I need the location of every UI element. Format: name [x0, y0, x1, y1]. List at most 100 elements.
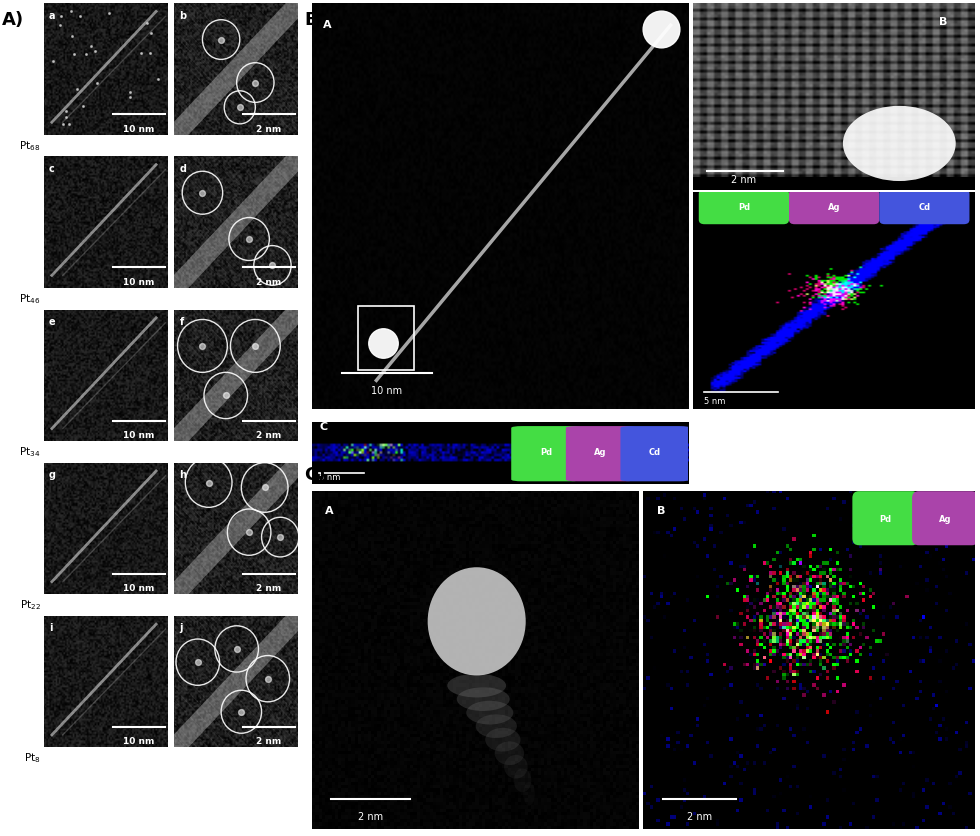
Text: Pt$_{22}$: Pt$_{22}$	[20, 598, 40, 611]
Point	[53, 11, 69, 24]
Text: B): B)	[304, 11, 326, 29]
Ellipse shape	[843, 107, 956, 181]
Text: 2 nm: 2 nm	[257, 278, 281, 287]
Point	[78, 48, 94, 62]
Point	[89, 77, 105, 90]
Text: Pd: Pd	[540, 448, 552, 456]
Text: 2 nm: 2 nm	[687, 811, 712, 821]
FancyBboxPatch shape	[699, 191, 789, 225]
Point	[61, 118, 76, 131]
Text: 2 nm: 2 nm	[358, 811, 383, 821]
Point	[63, 6, 78, 19]
Ellipse shape	[457, 687, 510, 711]
Point	[73, 11, 88, 24]
FancyBboxPatch shape	[620, 426, 690, 482]
Point	[65, 31, 80, 44]
Text: 10 nm: 10 nm	[123, 584, 155, 593]
Point	[214, 33, 229, 47]
Point	[265, 259, 280, 273]
Text: Cd: Cd	[649, 448, 662, 456]
Ellipse shape	[475, 715, 516, 738]
Text: 2 nm: 2 nm	[257, 431, 281, 440]
Text: Ag: Ag	[828, 203, 841, 212]
Text: 2 nm: 2 nm	[257, 125, 281, 134]
Text: j: j	[179, 623, 183, 633]
Point	[55, 118, 71, 131]
Point	[232, 101, 248, 115]
Text: b: b	[179, 11, 186, 21]
Text: 10 nm: 10 nm	[123, 278, 155, 287]
Point	[241, 526, 257, 539]
Text: B: B	[939, 18, 947, 28]
Point	[260, 672, 275, 686]
Text: Pd: Pd	[879, 514, 892, 523]
FancyBboxPatch shape	[879, 191, 969, 225]
Text: 2 nm: 2 nm	[257, 584, 281, 593]
Text: a: a	[49, 11, 56, 21]
Point	[46, 55, 62, 69]
Ellipse shape	[485, 728, 520, 752]
Point	[142, 47, 158, 60]
Point	[257, 482, 272, 495]
Text: g: g	[49, 470, 56, 480]
Text: Cd: Cd	[918, 203, 930, 212]
Point	[248, 77, 264, 90]
Text: C: C	[319, 421, 327, 431]
Point	[102, 8, 118, 21]
Text: 2 nm: 2 nm	[257, 737, 281, 746]
Point	[241, 233, 257, 247]
Text: A: A	[324, 505, 333, 515]
Point	[218, 390, 233, 403]
Text: D: D	[705, 199, 713, 209]
Point	[122, 92, 137, 105]
Point	[233, 706, 249, 719]
FancyBboxPatch shape	[512, 426, 581, 482]
Point	[654, 23, 669, 36]
Point	[58, 111, 74, 125]
Point	[58, 104, 74, 118]
Point	[144, 28, 160, 41]
Text: 5 nm: 5 nm	[705, 396, 726, 405]
Ellipse shape	[504, 755, 527, 778]
Text: 2 nm: 2 nm	[731, 176, 757, 186]
Text: i: i	[49, 623, 53, 633]
Text: 10 nm: 10 nm	[371, 385, 403, 395]
Text: Pt$_{68}$: Pt$_{68}$	[20, 139, 40, 152]
Point	[52, 19, 68, 33]
FancyBboxPatch shape	[789, 191, 879, 225]
Ellipse shape	[447, 674, 506, 697]
Text: d: d	[179, 164, 186, 174]
Point	[87, 45, 103, 59]
Text: Pd: Pd	[738, 203, 750, 212]
Text: 5 nm: 5 nm	[319, 473, 340, 482]
Ellipse shape	[495, 742, 524, 765]
Text: B: B	[657, 505, 665, 515]
Text: c: c	[49, 164, 55, 174]
Point	[132, 47, 148, 60]
Text: h: h	[179, 470, 186, 480]
Point	[248, 339, 264, 353]
Point	[83, 40, 99, 54]
Text: 10 nm: 10 nm	[123, 125, 155, 134]
Point	[228, 642, 245, 655]
Ellipse shape	[427, 568, 525, 675]
Text: Pt$_{8}$: Pt$_{8}$	[24, 751, 40, 764]
Point	[272, 531, 288, 544]
Point	[66, 48, 81, 62]
Text: 10 nm: 10 nm	[123, 431, 155, 440]
Point	[139, 18, 155, 31]
Ellipse shape	[466, 701, 514, 725]
Text: Ag: Ag	[594, 448, 607, 456]
Point	[122, 87, 137, 100]
Text: Pt$_{46}$: Pt$_{46}$	[20, 292, 40, 305]
FancyBboxPatch shape	[853, 492, 918, 546]
Text: A): A)	[2, 11, 24, 29]
Text: e: e	[49, 317, 56, 327]
FancyBboxPatch shape	[565, 426, 635, 482]
Point	[195, 339, 211, 353]
Text: Ag: Ag	[939, 514, 952, 523]
FancyBboxPatch shape	[912, 492, 978, 546]
Text: Pt$_{34}$: Pt$_{34}$	[20, 445, 40, 458]
Point	[150, 74, 166, 87]
Point	[375, 337, 391, 350]
